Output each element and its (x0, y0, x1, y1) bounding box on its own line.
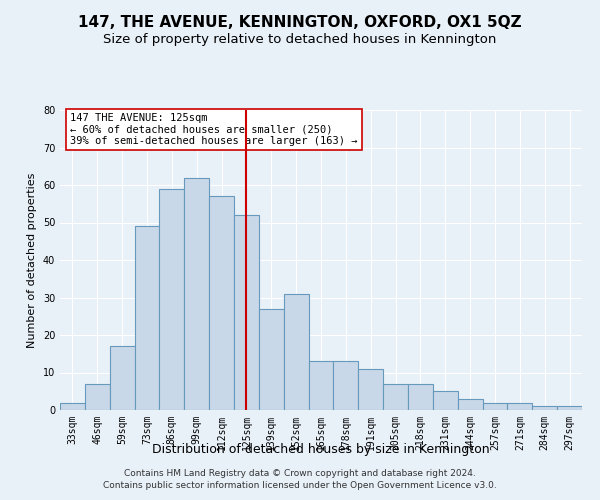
Text: 147 THE AVENUE: 125sqm
← 60% of detached houses are smaller (250)
39% of semi-de: 147 THE AVENUE: 125sqm ← 60% of detached… (70, 113, 358, 146)
Bar (308, 361, 334, 410)
Bar (209, 196, 234, 410)
Bar (508, 402, 532, 410)
Text: Distribution of detached houses by size in Kennington: Distribution of detached houses by size … (152, 442, 490, 456)
Bar (532, 406, 557, 410)
Bar (234, 215, 259, 410)
Text: 147, THE AVENUE, KENNINGTON, OXFORD, OX1 5QZ: 147, THE AVENUE, KENNINGTON, OXFORD, OX1… (78, 15, 522, 30)
Text: Contains HM Land Registry data © Crown copyright and database right 2024.: Contains HM Land Registry data © Crown c… (124, 468, 476, 477)
Bar (134, 226, 160, 410)
Text: Size of property relative to detached houses in Kennington: Size of property relative to detached ho… (103, 32, 497, 46)
Bar (557, 406, 582, 410)
Bar (358, 369, 383, 410)
Bar (110, 346, 134, 410)
Bar (160, 188, 184, 410)
Text: Contains public sector information licensed under the Open Government Licence v3: Contains public sector information licen… (103, 481, 497, 490)
Bar (482, 402, 508, 410)
Bar (85, 384, 110, 410)
Bar (184, 178, 209, 410)
Bar (334, 361, 358, 410)
Bar (458, 399, 482, 410)
Bar (408, 384, 433, 410)
Bar (284, 294, 308, 410)
Y-axis label: Number of detached properties: Number of detached properties (27, 172, 37, 348)
Bar (433, 391, 458, 410)
Bar (383, 384, 408, 410)
Bar (259, 308, 284, 410)
Bar (60, 402, 85, 410)
